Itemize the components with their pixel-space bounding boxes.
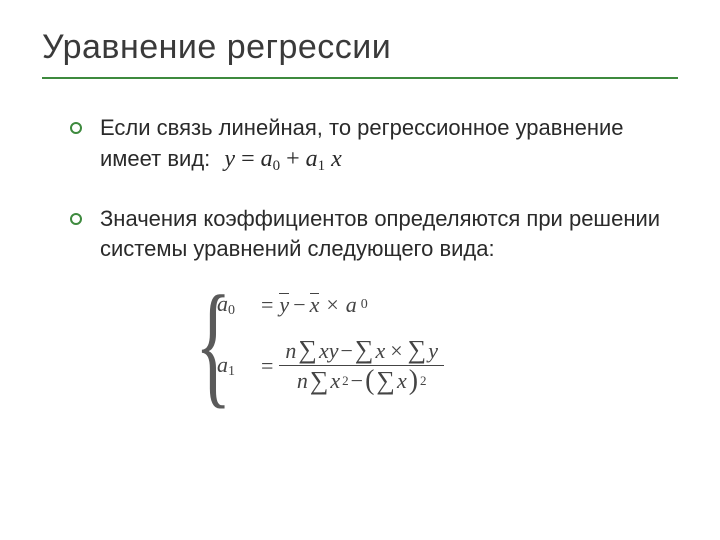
sym-equals2: =	[261, 353, 273, 379]
den-x2: x	[397, 369, 407, 392]
sym-xbar: x	[310, 292, 320, 318]
den-sq1: 2	[342, 374, 349, 388]
num-y: y	[428, 339, 438, 362]
sigma-icon: ∑	[298, 340, 317, 361]
eq-y: y	[224, 146, 235, 172]
sigma-icon: ∑	[355, 340, 374, 361]
inline-equation: y = a0 + a1 x	[224, 146, 341, 172]
bullet-icon	[70, 213, 82, 225]
bullet-2-label: Значения коэффициентов определяются при …	[100, 206, 660, 261]
num-xy: xy	[319, 339, 339, 362]
num-x: x	[375, 339, 385, 362]
eq-x: x	[331, 146, 342, 172]
eq-plus: +	[286, 146, 300, 172]
fraction: n ∑ xy − ∑ x × ∑ y n ∑ x2 − ( ∑	[279, 339, 444, 392]
bullet-1-label: Если связь линейная, то регрессионное ур…	[100, 115, 624, 171]
slide-title: Уравнение регрессии	[42, 28, 678, 73]
brace-icon: {	[195, 287, 231, 400]
fraction-bar	[279, 365, 444, 366]
eq-sub0: 0	[273, 158, 281, 174]
equation-row-1: a0 = y − x × a0	[217, 291, 678, 319]
numerator: n ∑ xy − ∑ x × ∑ y	[279, 339, 444, 362]
sym-asub: 0	[361, 297, 368, 313]
sigma-icon: ∑	[376, 371, 395, 392]
eq-a1: a	[306, 146, 318, 172]
slide: Уравнение регрессии Если связь линейная,…	[0, 0, 720, 433]
bullet-text-1: Если связь линейная, то регрессионное ур…	[100, 113, 668, 176]
equation-system: { a0 = y − x × a0 a1 = n ∑	[217, 291, 678, 392]
bullet-text-2: Значения коэффициентов определяются при …	[100, 204, 668, 263]
num-minus: −	[341, 339, 353, 362]
eq-a0: a	[261, 146, 273, 172]
sym-a-rhs: a	[346, 292, 357, 318]
sigma-icon: ∑	[310, 371, 329, 392]
den-minus: −	[351, 369, 363, 392]
den-sq2: 2	[420, 374, 427, 388]
bullet-item-2: Значения коэффициентов определяются при …	[70, 204, 668, 263]
bullet-icon	[70, 122, 82, 134]
title-underline	[42, 77, 678, 79]
eq-sub1: 1	[318, 158, 326, 174]
eq-equals: =	[241, 146, 255, 172]
paren-right: )	[409, 371, 418, 391]
paren-left: (	[365, 371, 374, 391]
num-mult: ×	[390, 339, 402, 362]
den-x: x	[330, 369, 340, 392]
num-n: n	[285, 339, 296, 362]
rhs-1: y − x × a0	[279, 292, 367, 318]
denominator: n ∑ x2 − ( ∑ x )2	[291, 369, 433, 392]
sigma-icon: ∑	[408, 340, 427, 361]
equation-row-2: a1 = n ∑ xy − ∑ x × ∑ y n ∑	[217, 339, 678, 392]
sym-equals: =	[261, 292, 273, 318]
den-n: n	[297, 369, 308, 392]
sym-mult: ×	[326, 292, 338, 318]
bullet-item-1: Если связь линейная, то регрессионное ур…	[70, 113, 668, 176]
sym-ybar: y	[279, 292, 289, 318]
sym-minus: −	[293, 292, 305, 318]
